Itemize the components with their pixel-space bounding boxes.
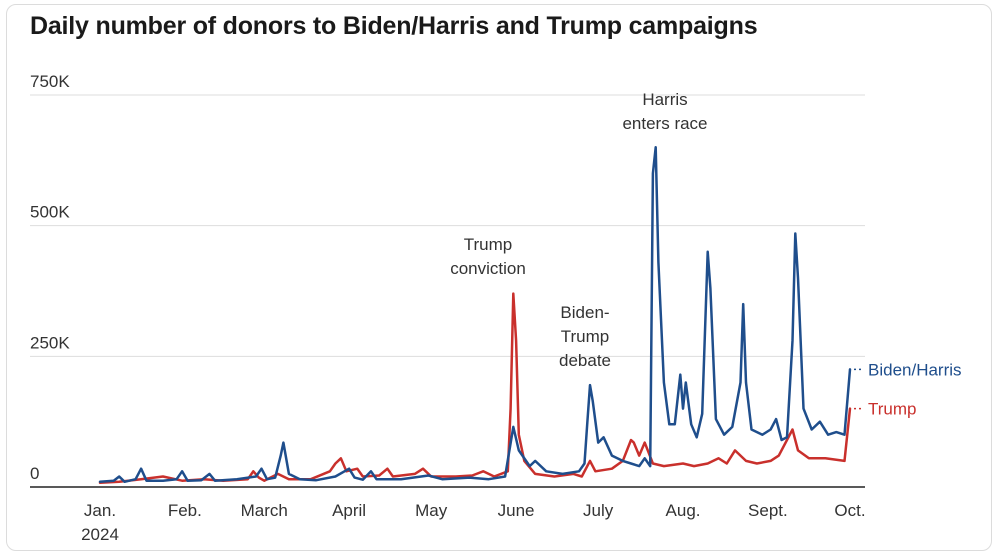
y-axis-ticks: 0 250K 500K 750K [30,72,70,483]
y-tick-label: 0 [30,464,39,483]
x-tick-label: March [241,501,288,520]
x-tick-label: Aug. [666,501,701,520]
series-layer [98,146,852,485]
annotation-line: debate [559,351,611,370]
annotation-line: Trump [561,327,610,346]
annotation-line: conviction [450,259,526,278]
annotation-line: Harris [642,90,687,109]
y-tick-label: 250K [30,333,70,352]
x-tick-label: Feb. [168,501,202,520]
legend-label: Biden/Harris [868,360,962,379]
x-tick-sublabel: 2024 [81,525,119,544]
legend-label: Trump [868,400,917,419]
grid-layer [30,94,865,488]
annotation-line: Biden- [560,303,609,322]
legend-layer: Biden/Harris Trump [854,360,962,419]
x-tick-label: June [498,501,535,520]
x-tick-label: Oct. [834,501,865,520]
series-line-trump [98,292,852,485]
annotation: Trump conviction [450,235,526,278]
y-tick-label: 500K [30,203,70,222]
x-axis-ticks: Jan. 2024 Feb. March April May June July Aug. Sep… [81,501,866,544]
annotation: Harris enters race [622,90,707,133]
x-tick-label: Jan. [84,501,116,520]
series-line-biden-harris [98,146,852,484]
x-tick-label: Sept. [748,501,788,520]
annotation-line: Trump [464,235,513,254]
legend-entry: Trump [854,400,917,419]
x-tick-label: April [332,501,366,520]
legend-entry: Biden/Harris [854,360,962,379]
annotation: Biden- Trump debate [559,303,611,370]
x-tick-label: May [415,501,448,520]
x-tick-label: July [583,501,614,520]
chart-title: Daily number of donors to Biden/Harris a… [30,12,758,40]
annotation-layer: Trump conviction Biden- Trump debate Harris en… [450,90,707,370]
annotation-line: enters race [622,114,707,133]
y-tick-label: 750K [30,72,70,91]
